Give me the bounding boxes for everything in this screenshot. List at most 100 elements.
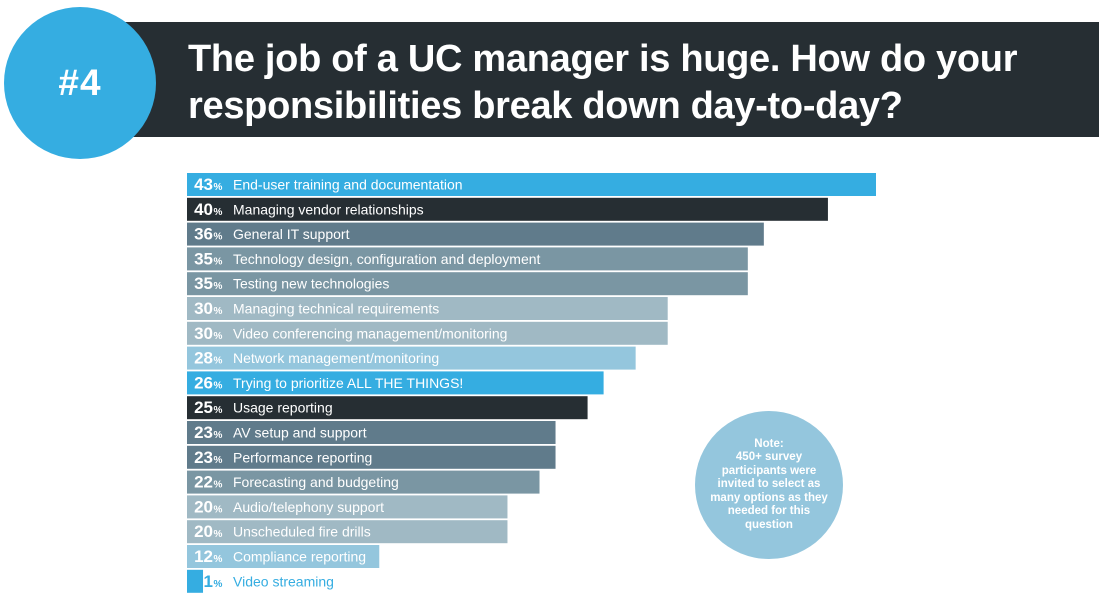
- bar: [187, 297, 668, 320]
- bar-category-label: Testing new technologies: [233, 276, 389, 292]
- bar-value-label: 20: [194, 522, 213, 541]
- bar-value-label: 28: [194, 349, 213, 368]
- bar-value: 35: [194, 274, 213, 293]
- bar-value: 1: [204, 572, 213, 591]
- bar: [187, 346, 636, 370]
- bar-unit: %: [214, 579, 223, 590]
- bar-unit: %: [214, 331, 223, 342]
- bar-unit: %: [214, 356, 223, 367]
- bar-row: 22% Forecasting and budgeting: [187, 470, 540, 494]
- bar-unit: %: [214, 504, 223, 515]
- note-title: Note:: [754, 437, 784, 450]
- bar-row: 20% Audio/telephony support: [187, 495, 508, 519]
- bar-unit: %: [214, 182, 223, 193]
- title-line-1: The job of a UC manager is huge. How do …: [188, 38, 1018, 80]
- bar-value: 23: [194, 423, 213, 442]
- bar-unit: %: [214, 455, 223, 466]
- bar-value: 30: [194, 299, 213, 318]
- bar-value-label: 23: [194, 423, 213, 442]
- bar-unit: %: [214, 306, 223, 317]
- bar-row: 36% General IT support: [187, 222, 764, 246]
- bar: [187, 247, 748, 271]
- bar-category-label: Usage reporting: [233, 400, 333, 416]
- bar-value: 30: [194, 324, 213, 343]
- bar-unit: %: [214, 529, 223, 540]
- bar-category-label: Technology design, configuration and dep…: [233, 251, 541, 267]
- bar-row: 30% Managing technical requirements: [187, 297, 668, 320]
- bar-value-label: 35: [194, 249, 213, 268]
- bar-row: 25% Usage reporting: [187, 396, 588, 420]
- bar-unit: %: [214, 207, 223, 218]
- bar: [187, 520, 508, 544]
- number-badge: #4: [4, 7, 156, 159]
- bar-row: 30% Video conferencing management/monitor…: [187, 321, 668, 345]
- bar-unit: %: [214, 430, 223, 441]
- bar-category-label: Video streaming: [233, 573, 334, 589]
- header-bar: [113, 22, 1099, 137]
- bar-value: 28: [194, 349, 213, 368]
- bar-category-label: AV setup and support: [233, 425, 367, 441]
- bar-unit: %: [214, 380, 223, 391]
- bar-row: 23% AV setup and support: [187, 421, 556, 444]
- bar-row: 12% Compliance reporting: [187, 545, 380, 568]
- bar-value-label: 20: [194, 497, 213, 516]
- bar-value: 22: [194, 473, 213, 492]
- badge-text: #4: [58, 62, 102, 103]
- bar-value-label: 23: [194, 448, 213, 467]
- title-line-2: responsibilities break down day-to-day?: [188, 85, 903, 127]
- bar-row: 23% Performance reporting: [187, 445, 556, 469]
- bar-value: 43: [194, 175, 213, 194]
- bar-value: 35: [194, 249, 213, 268]
- bar-category-label: Video conferencing management/monitoring: [233, 325, 507, 341]
- bar-row: 43% End-user training and documentation: [187, 173, 876, 196]
- bar-value-label: 36: [194, 225, 213, 244]
- bar: [187, 445, 556, 469]
- bar-category-label: Managing technical requirements: [233, 301, 439, 317]
- bar-category-label: Audio/telephony support: [233, 499, 384, 515]
- bar-value: 26: [194, 373, 213, 392]
- bar: [187, 495, 508, 519]
- bar: [187, 272, 748, 296]
- bar-row: 28% Network management/monitoring: [187, 346, 636, 370]
- bar-row: 1% Video streaming: [187, 569, 334, 593]
- bar: [187, 470, 540, 494]
- bar-category-label: Network management/monitoring: [233, 350, 439, 366]
- bar-category-label: Managing vendor relationships: [233, 201, 424, 217]
- bar-category-label: Performance reporting: [233, 449, 372, 465]
- bar-unit: %: [214, 256, 223, 267]
- bar: [187, 545, 380, 568]
- bar: [187, 197, 828, 221]
- bar-category-label: Compliance reporting: [233, 549, 366, 565]
- bar-category-label: Trying to prioritize ALL THE THINGS!: [233, 375, 463, 391]
- bar-value-label: 22: [194, 473, 213, 492]
- bar-value-label: 30: [194, 299, 213, 318]
- bar-unit: %: [214, 281, 223, 292]
- bar-value-label: 26: [194, 373, 213, 392]
- bar: [187, 173, 876, 196]
- bar-unit: %: [214, 480, 223, 491]
- bar-unit: %: [214, 405, 223, 416]
- bar-value-label: 30: [194, 324, 213, 343]
- bar: [187, 222, 764, 246]
- bar-value: 40: [194, 200, 213, 219]
- bar-value: 36: [194, 225, 213, 244]
- bar-row: 35% Testing new technologies: [187, 272, 748, 296]
- page-title: The job of a UC manager is huge. How do …: [188, 36, 1068, 130]
- bar-value-label: 40: [194, 200, 213, 219]
- bar-row: 35% Technology design, configuration and …: [187, 247, 748, 271]
- bar-category-label: Unscheduled fire drills: [233, 524, 371, 540]
- bar: [187, 396, 588, 420]
- bar-value-label: 43: [194, 175, 213, 194]
- bar: [187, 421, 556, 444]
- bar-value-label: 12: [194, 547, 213, 566]
- bar: [187, 321, 668, 345]
- bar-unit: %: [214, 232, 223, 243]
- bar-value-label: 25: [194, 398, 213, 417]
- note-circle: Note: 450+ survey participants were invi…: [695, 411, 843, 559]
- bar-unit: %: [214, 554, 223, 565]
- bar-row: 26% Trying to prioritize ALL THE THINGS!: [187, 371, 604, 395]
- bar-row: 40% Managing vendor relationships: [187, 197, 828, 221]
- bar-value: 12: [194, 547, 213, 566]
- bar-value: 20: [194, 522, 213, 541]
